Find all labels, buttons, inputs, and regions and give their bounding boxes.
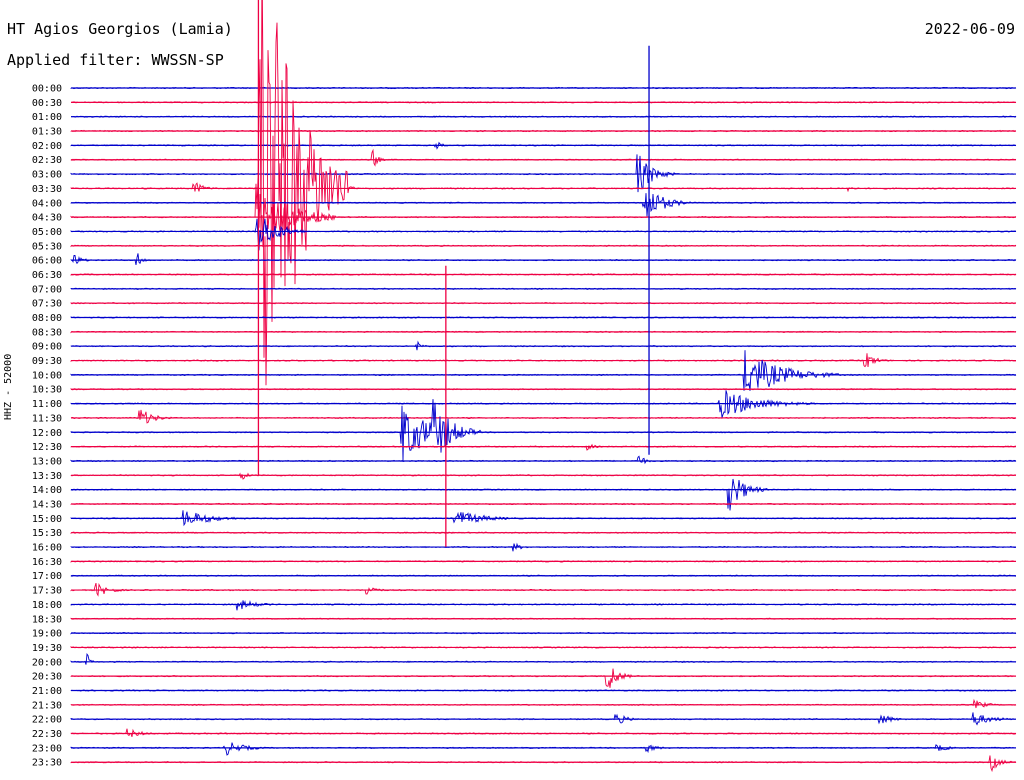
trace-row (70, 443, 1017, 451)
time-tick-label: 17:00 (32, 571, 62, 582)
time-tick-label: 20:00 (32, 657, 62, 668)
trace-row (70, 653, 1017, 665)
date-label: 2022-06-09 (924, 20, 1015, 38)
time-tick-label: 02:00 (32, 141, 62, 152)
time-tick-label: 07:00 (32, 284, 62, 295)
time-tick-label: 01:00 (32, 112, 62, 123)
time-tick-label: 09:30 (32, 356, 62, 367)
trace-row (70, 668, 1017, 688)
time-tick-label: 08:00 (32, 313, 62, 324)
time-tick-label: 05:00 (32, 227, 62, 238)
time-tick-label: 19:30 (32, 643, 62, 654)
time-tick-label: 20:30 (32, 672, 62, 683)
filter-label: Applied filter: WWSSN-SP (7, 51, 224, 69)
time-tick-label: 16:30 (32, 557, 62, 568)
trace-row (70, 409, 1017, 424)
time-tick-label: 13:30 (32, 471, 62, 482)
time-tick-label: 00:30 (32, 98, 62, 109)
time-tick-label: 22:30 (32, 729, 62, 740)
time-tick-label: 18:30 (32, 614, 62, 625)
time-tick-label: 11:30 (32, 413, 62, 424)
trace-row (70, 350, 1017, 391)
time-tick-label: 16:00 (32, 543, 62, 554)
time-tick-label: 22:00 (32, 715, 62, 726)
time-tick-label: 02:30 (32, 155, 62, 166)
trace-row (70, 148, 1017, 167)
trace-row (70, 0, 1017, 386)
trace-row (70, 478, 1017, 511)
time-tick-label: 11:00 (32, 399, 62, 410)
time-tick-label: 01:30 (32, 127, 62, 138)
time-tick-label: 10:00 (32, 370, 62, 381)
time-tick-label: 17:30 (32, 586, 62, 597)
time-tick-label: 21:30 (32, 700, 62, 711)
trace-row (70, 253, 1017, 265)
time-tick-label: 23:00 (32, 743, 62, 754)
time-tick-label: 12:30 (32, 442, 62, 453)
time-tick-label: 05:30 (32, 241, 62, 252)
time-tick-label: 15:30 (32, 528, 62, 539)
time-tick-label: 04:30 (32, 213, 62, 224)
trace-row (70, 510, 1017, 527)
time-tick-label: 14:30 (32, 500, 62, 511)
time-tick-label: 13:00 (32, 456, 62, 467)
trace-row (70, 472, 1017, 480)
time-tick-label: 06:30 (32, 270, 62, 281)
trace-row (70, 728, 1017, 737)
time-tick-label: 00:00 (32, 84, 62, 95)
time-tick-label: 06:00 (32, 256, 62, 267)
time-tick-label: 19:00 (32, 629, 62, 640)
time-tick-label: 15:00 (32, 514, 62, 525)
time-tick-label: 10:30 (32, 385, 62, 396)
time-tick-label: 21:00 (32, 686, 62, 697)
station-title: HT Agios Georgios (Lamia) (7, 20, 233, 38)
trace-row (70, 399, 1017, 461)
trace-row (70, 582, 1017, 597)
trace-row (70, 742, 1017, 756)
time-tick-label: 04:00 (32, 198, 62, 209)
time-tick-label: 03:00 (32, 170, 62, 181)
time-tick-label: 07:30 (32, 299, 62, 310)
time-tick-label: 14:00 (32, 485, 62, 496)
time-tick-label: 12:00 (32, 428, 62, 439)
time-tick-label: 08:30 (32, 327, 62, 338)
trace-row (70, 698, 1017, 709)
time-tick-label: 18:00 (32, 600, 62, 611)
time-tick-label: 23:30 (32, 758, 62, 769)
trace-row (70, 712, 1016, 726)
trace-row (70, 755, 1017, 773)
trace-row (70, 455, 1017, 465)
trace-row (70, 193, 1017, 217)
trace-row (70, 600, 1017, 611)
time-tick-label: 03:30 (32, 184, 62, 195)
time-tick-label: 09:00 (32, 342, 62, 353)
